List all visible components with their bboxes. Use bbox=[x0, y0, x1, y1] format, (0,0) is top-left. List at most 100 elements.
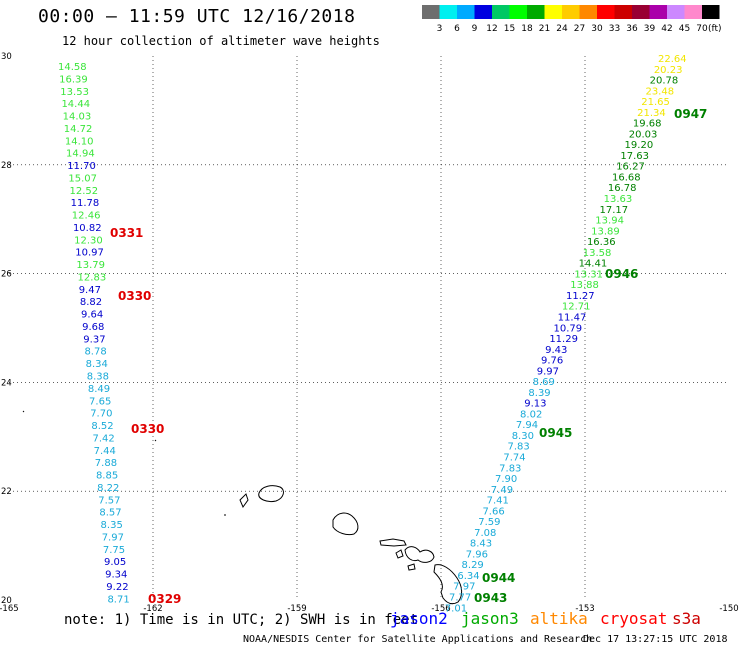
legend-swatch bbox=[439, 5, 457, 19]
wave-height-value: 10.82 bbox=[73, 223, 102, 234]
wave-height-value: 9.37 bbox=[83, 334, 105, 345]
legend-label: 45 bbox=[679, 24, 690, 34]
wave-height-value: 22.64 bbox=[658, 54, 687, 65]
wave-height-value: 8.57 bbox=[99, 508, 121, 519]
wave-height-value: 21.65 bbox=[641, 97, 670, 108]
wave-height-value: 7.70 bbox=[90, 409, 112, 420]
wave-height-value: 7.94 bbox=[516, 420, 538, 431]
wave-height-value: 7.88 bbox=[95, 458, 117, 469]
legend-swatch bbox=[562, 5, 580, 19]
wave-height-value: 13.31 bbox=[574, 269, 603, 280]
lon-tick-label: -153 bbox=[575, 604, 594, 614]
generated-timestamp: Dec 17 13:27:15 UTC 2018 bbox=[583, 634, 728, 645]
wave-height-value: 13.94 bbox=[595, 216, 624, 227]
wave-height-value: 7.74 bbox=[503, 452, 525, 463]
wave-height-value: 12.30 bbox=[74, 235, 103, 246]
legend-label: 42 bbox=[661, 24, 672, 34]
footnote: note: 1) Time is in UTC; 2) SWH is in fe… bbox=[64, 612, 419, 628]
wave-height-value: 8.39 bbox=[528, 388, 550, 399]
wave-height-value: 7.77 bbox=[449, 593, 471, 604]
legend-swatch bbox=[667, 5, 685, 19]
wave-height-value: 8.49 bbox=[88, 384, 110, 395]
credit-line: NOAA/NESDIS Center for Satellite Applica… bbox=[243, 634, 593, 645]
wave-height-value: 8.78 bbox=[84, 347, 106, 358]
wave-height-value: 13.89 bbox=[591, 226, 620, 237]
color-legend: 3 6 9 12 15 18 21 24 27 30 33 36 39 42 45 70 (ft) bbox=[422, 5, 722, 34]
wave-height-value: 16.27 bbox=[616, 162, 645, 173]
lat-tick-label: 26 bbox=[1, 270, 12, 280]
lon-tick-label: -165 bbox=[0, 604, 19, 614]
wave-height-value: 7.97 bbox=[453, 582, 475, 593]
lon-tick-label: -162 bbox=[143, 604, 162, 614]
wave-height-value: 7.01 bbox=[445, 603, 467, 614]
legend-label: 9 bbox=[472, 24, 478, 34]
wave-height-value: 9.22 bbox=[106, 582, 128, 593]
legend-swatch bbox=[457, 5, 475, 19]
wave-height-value: 11.78 bbox=[71, 198, 100, 209]
pass-time-label: 0945 bbox=[539, 426, 572, 440]
wave-height-value: 8.29 bbox=[462, 560, 484, 571]
wave-height-value: 7.41 bbox=[487, 496, 509, 507]
legend-label: 36 bbox=[626, 24, 638, 34]
legend-label: 12 bbox=[486, 24, 497, 34]
wave-height-value: 7.97 bbox=[102, 532, 124, 543]
wave-height-value: 9.76 bbox=[541, 356, 563, 367]
wave-height-value: 13.63 bbox=[604, 194, 633, 205]
lat-tick-label: 28 bbox=[1, 161, 12, 171]
wave-height-value: 8.22 bbox=[97, 483, 119, 494]
wave-height-value: 7.49 bbox=[491, 485, 513, 496]
wave-height-value: 9.64 bbox=[81, 310, 103, 321]
island-maui bbox=[404, 546, 435, 563]
wave-height-value: 11.27 bbox=[566, 291, 595, 302]
legend-swatch bbox=[649, 5, 667, 19]
wave-height-value: 12.71 bbox=[562, 302, 591, 313]
wave-height-value: 21.34 bbox=[637, 108, 666, 119]
island-molokai bbox=[379, 538, 407, 547]
wave-height-value: 10.79 bbox=[554, 323, 583, 334]
hawaiian-islands bbox=[22, 410, 463, 605]
legend-swatch bbox=[544, 5, 562, 19]
island-niihau bbox=[239, 493, 249, 509]
wave-height-value: 20.03 bbox=[629, 129, 658, 140]
legend-swatch bbox=[597, 5, 615, 19]
wave-height-value: 14.41 bbox=[579, 259, 608, 270]
wave-height-value: 16.68 bbox=[612, 172, 641, 183]
legend-swatch bbox=[422, 5, 440, 19]
wave-height-value: 7.44 bbox=[94, 446, 116, 457]
wave-height-value: 7.57 bbox=[98, 495, 120, 506]
legend-swatch bbox=[614, 5, 632, 19]
island-hawaii bbox=[433, 564, 463, 605]
satellite-name: cryosat bbox=[600, 609, 668, 628]
wave-height-value: 12.46 bbox=[72, 211, 101, 222]
wave-height-value: 13.88 bbox=[570, 280, 599, 291]
island-small bbox=[154, 439, 157, 442]
satellite-name: altika bbox=[530, 609, 588, 628]
wave-height-value: 16.78 bbox=[608, 183, 637, 194]
pass-time-label: 0329 bbox=[148, 592, 181, 606]
wave-height-value: 17.17 bbox=[599, 205, 628, 216]
legend-label: 3 bbox=[437, 24, 443, 34]
page-subtitle: 12 hour collection of altimeter wave hei… bbox=[62, 34, 380, 48]
wave-height-value: 19.20 bbox=[625, 140, 654, 151]
wave-height-value: 8.71 bbox=[107, 594, 129, 605]
legend-label: 21 bbox=[539, 24, 550, 34]
satellite-name: jason3 bbox=[461, 609, 519, 628]
map-grid: -165 -162 -159 -156 -153 -150 30 28 26 24 22 20 bbox=[0, 52, 739, 614]
satellite-name: jason2 bbox=[390, 609, 448, 628]
wave-height-value: 7.90 bbox=[495, 474, 517, 485]
legend-label: 6 bbox=[454, 24, 460, 34]
legend-swatch bbox=[527, 5, 545, 19]
legend-label: 70 bbox=[696, 24, 708, 34]
wave-height-value: 13.58 bbox=[583, 248, 612, 259]
wave-height-value: 20.78 bbox=[650, 76, 679, 87]
wave-height-value: 14.10 bbox=[65, 136, 94, 147]
wave-height-value: 10.97 bbox=[75, 248, 104, 259]
wave-height-value: 7.59 bbox=[478, 517, 500, 528]
legend-swatch bbox=[684, 5, 702, 19]
lon-tick-label: -159 bbox=[287, 604, 306, 614]
legend-swatch bbox=[632, 5, 650, 19]
wave-height-value: 20.23 bbox=[654, 65, 683, 76]
legend-swatch bbox=[579, 5, 597, 19]
